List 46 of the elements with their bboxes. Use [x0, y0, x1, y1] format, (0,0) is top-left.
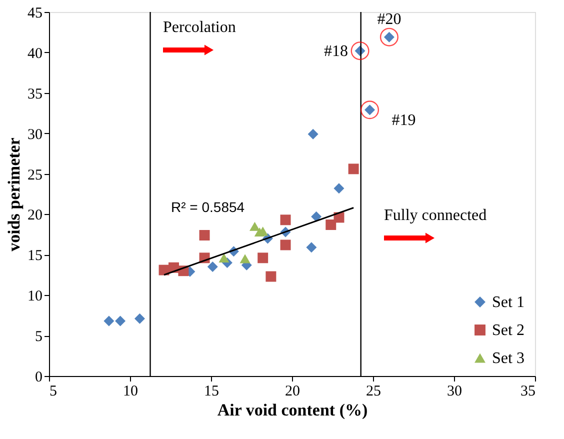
annotation: Fully connected: [384, 207, 487, 224]
point: [240, 254, 250, 264]
point: [311, 211, 322, 222]
y-tick-label: 25: [28, 167, 42, 184]
point: [348, 164, 359, 174]
y-tick-label: 30: [28, 126, 42, 143]
y-tick-label: 5: [35, 329, 42, 346]
x-tick-label: 5: [50, 384, 57, 400]
x-tick-label: 10: [123, 384, 138, 400]
point: [266, 271, 276, 282]
legend-label: Set 1: [492, 294, 524, 311]
point: [249, 222, 260, 231]
annotation: #19: [392, 112, 416, 129]
point: [308, 128, 318, 140]
point: [199, 230, 210, 240]
annotation: #20: [377, 11, 402, 28]
point: [306, 242, 317, 253]
point: [334, 183, 344, 194]
point: [326, 219, 336, 230]
y-tick-label: 45: [28, 6, 42, 22]
x-tick-label: 15: [204, 384, 219, 400]
y-tick-label: 40: [28, 46, 42, 62]
point: [134, 313, 145, 324]
x-tick-label: 30: [447, 384, 462, 400]
point: [207, 262, 218, 272]
y-axis-title: voids perimeter: [4, 137, 24, 252]
x-tick-label: 35: [520, 384, 536, 400]
x-tick-label: 20: [285, 384, 300, 400]
point: [104, 316, 114, 326]
y-tick-label: 20: [28, 208, 42, 224]
point: [218, 253, 230, 262]
point: [258, 252, 268, 264]
point: [280, 240, 291, 250]
annotation: Percolation: [163, 19, 236, 36]
y-tick-label: 10: [28, 288, 42, 305]
annotation: #18: [324, 42, 348, 60]
legend-label: Set 2: [492, 322, 524, 339]
x-tick-label: 25: [366, 384, 381, 400]
point: [280, 214, 291, 226]
point: [115, 316, 126, 326]
y-tick-label: 35: [28, 86, 42, 102]
y-tick-label: 0: [35, 370, 42, 386]
legend-label: Set 3: [492, 350, 524, 367]
x-axis-title: Air void content (%): [217, 400, 368, 420]
annotation: R² = 0.5854: [171, 199, 245, 215]
y-tick-label: 15: [28, 248, 42, 264]
